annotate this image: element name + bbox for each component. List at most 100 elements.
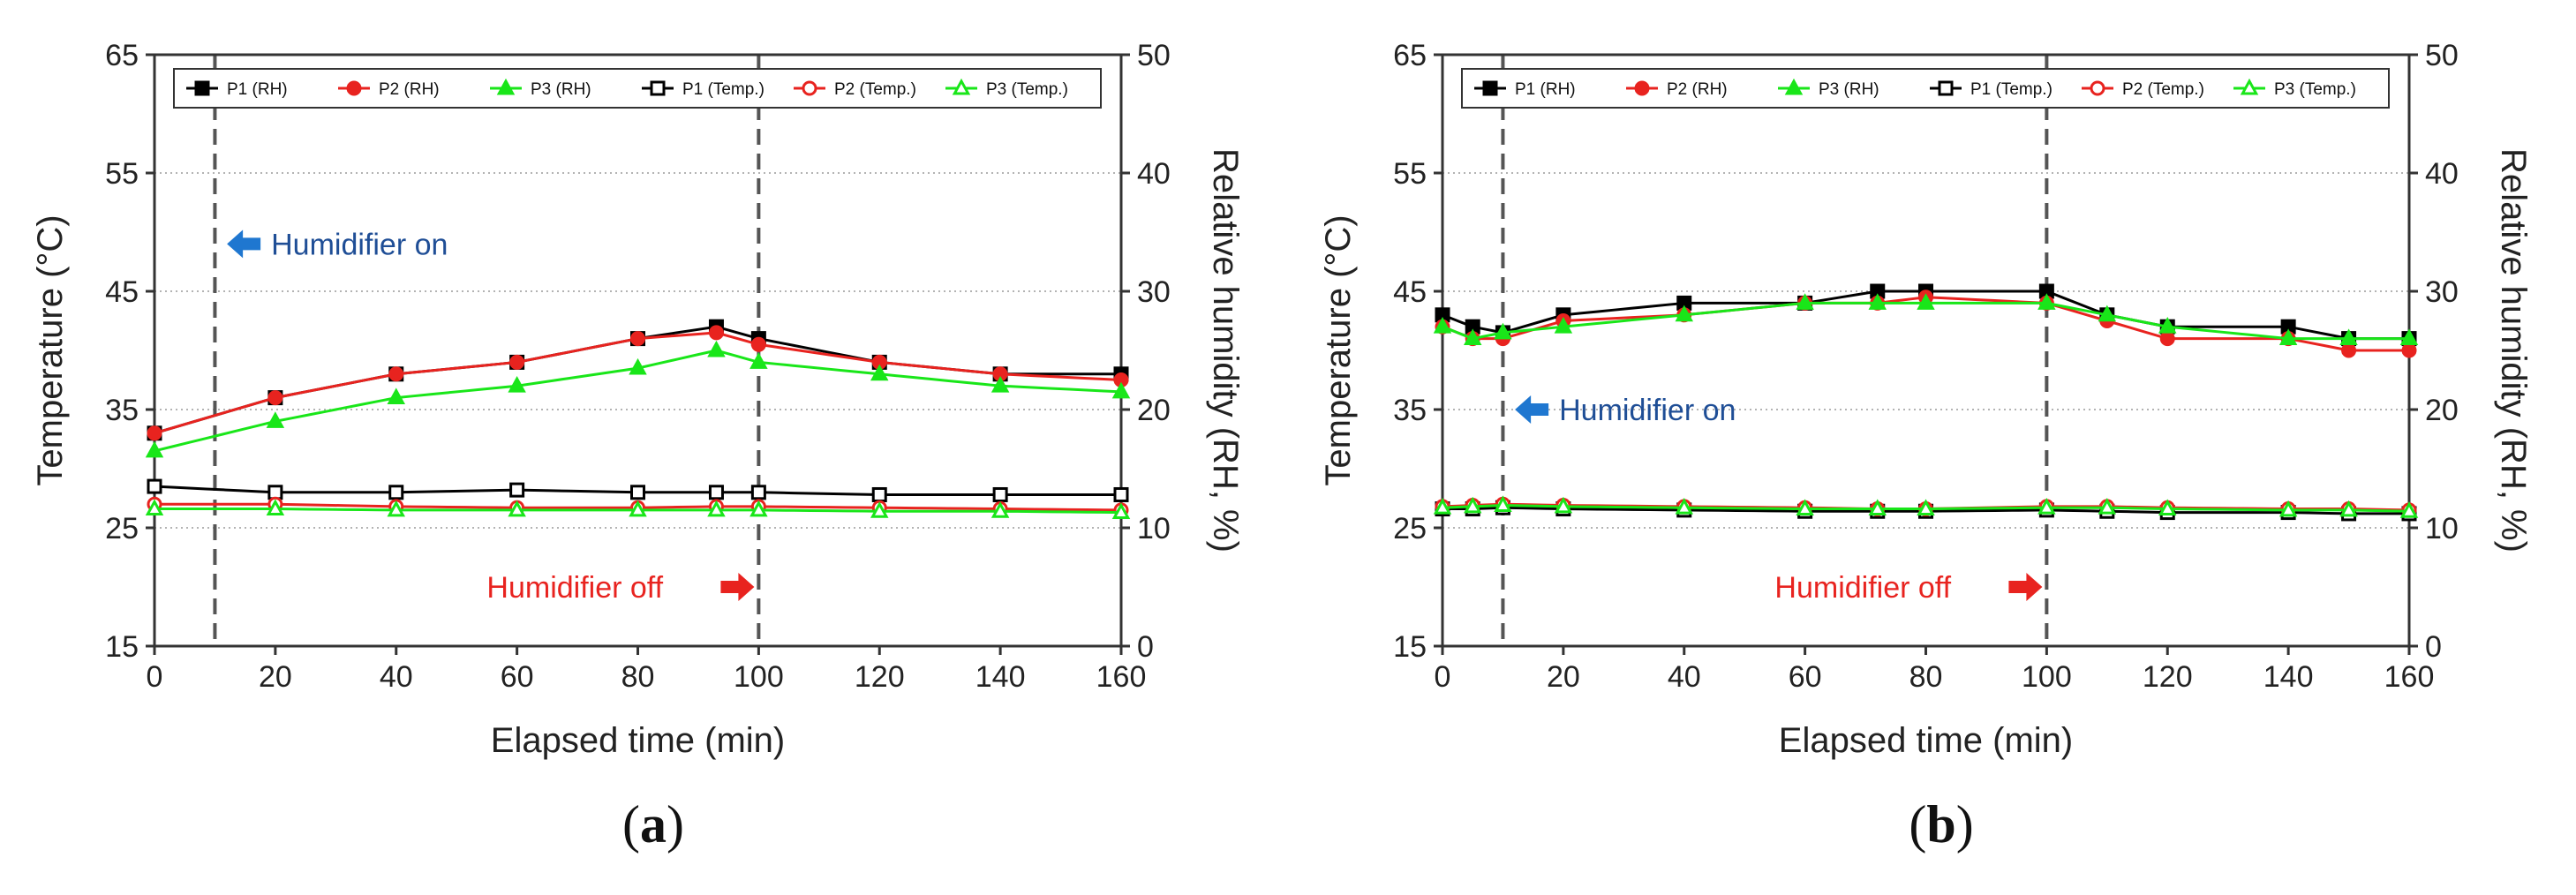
legend-marker [1938,80,1954,96]
panel-b-caption: (b) [1909,795,1974,854]
data-point [2339,500,2358,517]
annotation-humidifier-on: Humidifier on [227,228,448,261]
series-line [1442,504,2410,513]
legend-entry: P2 (RH) [338,80,440,99]
data-point [750,485,766,500]
data-point [2037,498,2056,515]
annotation-humidifier-on: Humidifier on [1515,394,1736,427]
legend-entry: P3 (RH) [1778,78,1879,99]
series-p3-rh- [145,340,1131,458]
x-axis-title: Elapsed time (min) [491,721,785,760]
legend-label: P3 (Temp.) [2274,80,2356,99]
legend-marker [496,78,516,95]
legend-marker [1784,78,1804,95]
data-point [388,366,404,382]
data-point [870,501,889,518]
series-p2-rh- [147,325,1129,441]
series-p1-temp- [147,478,1129,502]
data-point [630,331,645,347]
series-line [154,331,1122,435]
data-point [388,485,404,500]
chart-b-svg: 0 20 40 60 80 100 120 140 160 15 25 35 45 55 65 0 10 20 30… [1319,39,2533,760]
data-point [1554,317,1573,334]
y2-tick-label: 30 [1137,275,1171,309]
data-point [992,486,1008,502]
data-point [2098,498,2117,515]
y-axis-title: Temperature (°C) [1319,214,1358,485]
x-tick-label: 40 [1668,660,1701,694]
data-point [1113,486,1129,502]
series-line [1442,296,2409,352]
legend-entry: P3 (Temp.) [945,78,1068,99]
data-point [387,387,405,405]
right-arrow-icon [2008,573,2043,601]
x-tick-label: 0 [1435,660,1451,694]
x-tick-label: 20 [259,660,292,694]
legend-marker [802,80,817,96]
y2-axis-title: Relative humidity (RH, %) [1206,148,1245,553]
y-tick-label: 15 [1393,630,1427,664]
legend-marker [650,80,666,96]
legend-label: P3 (RH) [531,80,591,99]
x-axis-title: Elapsed time (min) [1779,721,2073,760]
y-tick-label: 45 [105,275,139,309]
left-arrow-icon [227,229,261,259]
panel-a-label: a [640,795,667,854]
data-point [387,500,405,517]
data-point [707,500,726,517]
y2-tick-label: 50 [2425,39,2459,72]
x-tick-label: 140 [2263,660,2314,694]
data-point [749,500,768,517]
data-point [2159,331,2175,347]
legend-entry: P2 (RH) [1626,80,1728,99]
y2-axis-title: Relative humidity (RH, %) [2494,148,2533,553]
y-tick-label: 15 [105,630,139,664]
y2-tick-label: 20 [1137,394,1171,427]
legend-label: P1 (RH) [1515,80,1576,99]
data-point [509,354,525,370]
legend-entry: P3 (RH) [490,78,591,99]
data-point [1494,322,1512,340]
data-point [990,501,1010,518]
y-tick-label: 25 [1393,512,1427,545]
annotation-text: Humidifier on [1559,394,1736,427]
data-point [629,357,647,375]
legend-entry: P1 (Temp.) [642,80,765,99]
series-line [1442,506,2409,515]
y2-tick-label: 0 [1137,630,1154,664]
annotation-text: Humidifier on [271,228,448,261]
data-point [2278,500,2298,517]
x-tick-label: 20 [1547,660,1580,694]
y-tick-label: 35 [1393,394,1427,427]
y-tick-label: 35 [105,394,139,427]
y2-tick-label: 10 [1137,512,1171,545]
data-point [145,440,164,458]
panel-a-caption: (a) [622,795,684,854]
legend-marker [346,80,362,96]
data-point [990,376,1010,393]
data-point [708,485,724,500]
data-point [708,325,724,341]
left-arrow-icon [1515,395,1549,424]
series-p3-rh- [1433,293,2419,346]
legend-label: P1 (RH) [227,80,288,99]
legend-label: P2 (RH) [379,80,440,99]
y-tick-label: 25 [105,512,139,545]
legend-entry: P1 (RH) [186,80,288,99]
y-axis-title: Temperature (°C) [31,214,70,485]
data-point [630,485,645,500]
legend-label: P3 (RH) [1819,80,1879,99]
data-point [1917,293,1935,310]
data-point [1675,305,1693,322]
data-point [1111,502,1131,520]
panel-b-label: b [1926,795,1956,854]
data-point [1917,499,1935,516]
x-tick-label: 120 [855,660,905,694]
data-point [1868,293,1887,310]
data-point [1796,293,1814,310]
series-line [154,508,1122,515]
data-point [2037,293,2056,310]
x-tick-label: 80 [621,660,655,694]
x-tick-label: 60 [501,660,534,694]
series-p3-temp- [1433,495,2419,518]
